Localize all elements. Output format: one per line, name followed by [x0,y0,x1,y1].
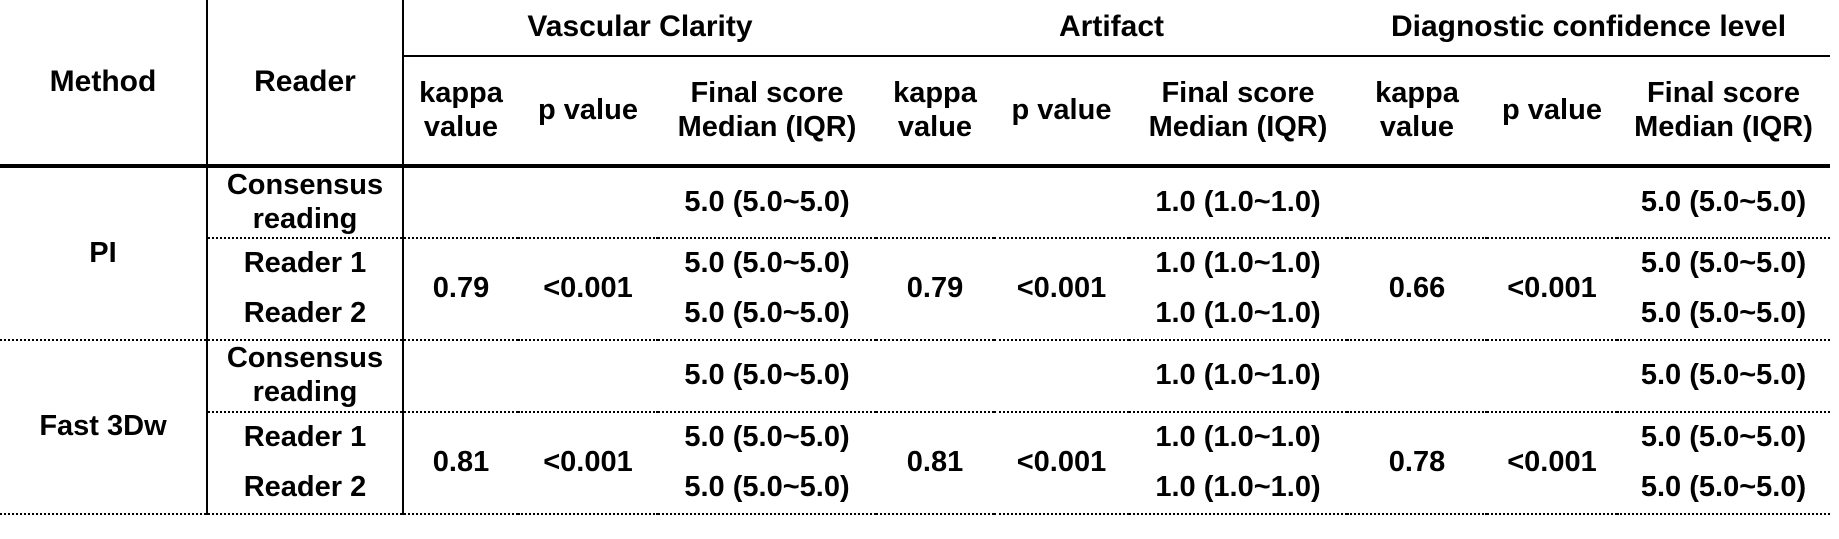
table-row: Reader 2 5.0 (5.0~5.0) 1.0 (1.0~1.0) 5.0… [0,463,1830,515]
final-score-cell: 5.0 (5.0~5.0) [1617,289,1830,341]
p-value-cell: <0.001 [1487,238,1617,341]
p-value-cell: <0.001 [518,412,658,515]
final-score-cell: 5.0 (5.0~5.0) [658,340,876,413]
table-row: Reader 2 5.0 (5.0~5.0) 1.0 (1.0~1.0) 5.0… [0,289,1830,341]
kappa-value-cell: 0.78 [1347,412,1487,515]
reader-cell: Reader 1 [207,412,404,463]
kappa-value-cell: 0.79 [403,238,518,341]
p-value-cell [994,340,1129,413]
method-cell: PI [0,166,208,341]
kappa-value-cell [403,166,518,239]
kappa-value-cell: 0.79 [876,238,994,341]
final-score-cell: 5.0 (5.0~5.0) [684,247,850,280]
kappa-value-cell [403,340,518,413]
subheader-p-value: p value [994,56,1129,168]
subheader-p-value: p value [518,56,658,168]
reader-agreement-table: Method Reader Vascular Clarity Artifact … [0,0,1830,515]
reader-cell: Reader 1 [207,238,404,289]
kappa-value-cell: 0.66 [1347,238,1487,341]
p-value-cell [1487,340,1617,413]
p-value-cell [518,166,658,239]
kappa-value-cell: 0.81 [876,412,994,515]
final-score-cell: 1.0 (1.0~1.0) [1155,421,1321,454]
subheader-final-score: Final score Median (IQR) [1129,56,1347,168]
group-header-vascular-clarity: Vascular Clarity [403,0,876,57]
final-score-cell: 5.0 (5.0~5.0) [658,166,876,239]
kappa-value-cell [876,166,994,239]
table-row: PI Consensus reading 5.0 (5.0~5.0) 1.0 (… [0,166,1830,341]
reader-cell: Reader 2 [207,463,404,515]
p-value-cell: <0.001 [1487,412,1617,515]
final-score-cell: 1.0 (1.0~1.0) [1129,463,1347,515]
method-header: Method [0,0,208,168]
final-score-cell: 5.0 (5.0~5.0) [658,463,876,515]
final-score-cell: 1.0 (1.0~1.0) [1155,247,1321,280]
subheader-kappa-value: kappa value [876,56,994,168]
table-row: kappa value p value Final score Median (… [0,56,1830,168]
p-value-cell [518,340,658,413]
table-row: Fast 3Dw Consensus reading 5.0 (5.0~5.0)… [0,340,1830,515]
p-value-cell [994,166,1129,239]
final-score-cell: 1.0 (1.0~1.0) [1129,166,1347,239]
final-score-cell: 5.0 (5.0~5.0) [1640,421,1807,454]
group-header-diagnostic-confidence: Diagnostic confidence level [1347,0,1830,57]
reader-cell: Consensus reading [207,166,404,239]
method-cell: Fast 3Dw [0,340,208,515]
group-header-artifact: Artifact [876,0,1347,57]
kappa-value-cell: 0.81 [403,412,518,515]
table-row: Method Reader Vascular Clarity Artifact … [0,0,1830,168]
reader-header: Reader [207,0,404,168]
final-score-cell: 1.0 (1.0~1.0) [1129,289,1347,341]
kappa-value-cell [876,340,994,413]
subheader-kappa-value: kappa value [403,56,518,168]
final-score-cell: 1.0 (1.0~1.0) [1129,340,1347,413]
reader-cell: Consensus reading [207,340,404,413]
kappa-value-cell [1347,340,1487,413]
p-value-cell [1487,166,1617,239]
p-value-cell: <0.001 [518,238,658,341]
table-row: Reader 1 0.81 <0.001 5.0 (5.0~5.0) 0.81 … [0,412,1830,515]
p-value-cell: <0.001 [994,238,1129,341]
final-score-cell: 5.0 (5.0~5.0) [684,421,850,454]
final-score-cell: 5.0 (5.0~5.0) [1640,247,1807,280]
subheader-final-score: Final score Median (IQR) [1617,56,1830,168]
final-score-cell: 5.0 (5.0~5.0) [658,289,876,341]
subheader-kappa-value: kappa value [1347,56,1487,168]
table-row: Reader 1 0.79 <0.001 5.0 (5.0~5.0) 0.79 … [0,238,1830,341]
subheader-p-value: p value [1487,56,1617,168]
final-score-cell: 5.0 (5.0~5.0) [1617,166,1830,239]
reader-cell: Reader 2 [207,289,404,341]
final-score-cell: 5.0 (5.0~5.0) [1617,340,1830,413]
final-score-cell: 5.0 (5.0~5.0) [1617,463,1830,515]
kappa-value-cell [1347,166,1487,239]
subheader-final-score: Final score Median (IQR) [658,56,876,168]
p-value-cell: <0.001 [994,412,1129,515]
